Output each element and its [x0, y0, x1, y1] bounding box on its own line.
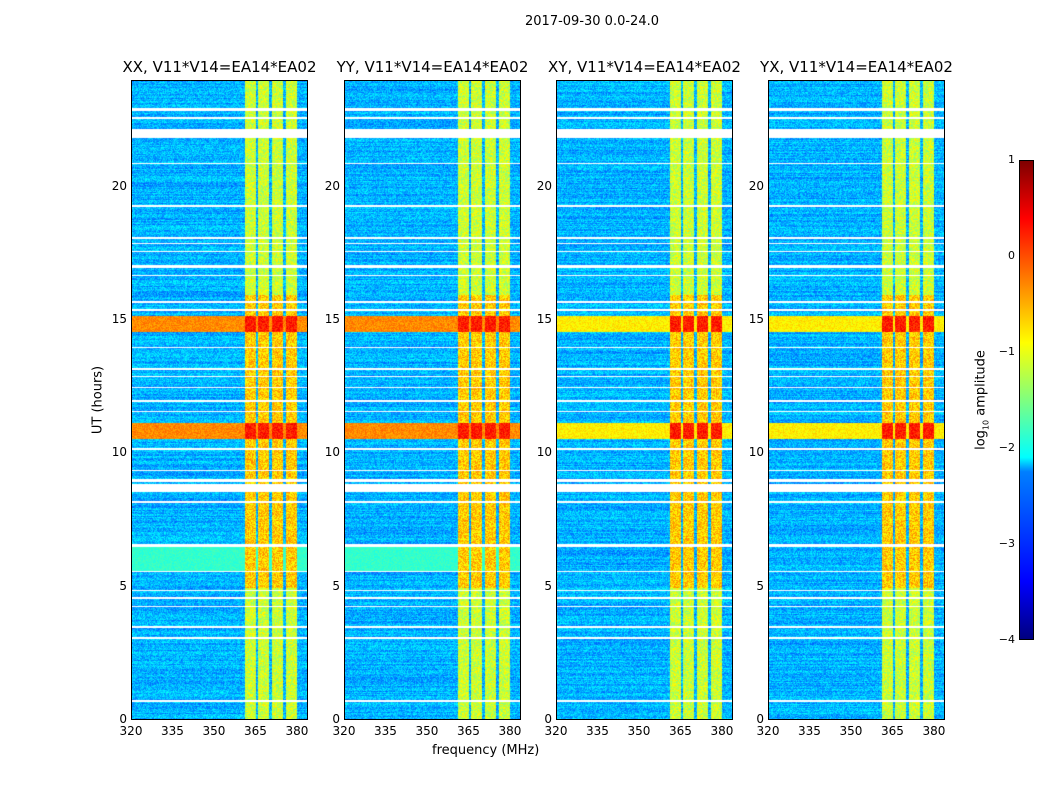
x-tick-label: 335	[798, 724, 821, 738]
y-tick-label: 10	[748, 445, 764, 460]
y-tick-label: 10	[536, 445, 552, 460]
heatmap-cells	[345, 81, 520, 719]
y-tick-label: 20	[748, 178, 764, 193]
colorbar-tick-label: 0	[1008, 249, 1015, 262]
heatmap-panel-yx	[768, 80, 945, 720]
y-tick-label: 20	[324, 178, 340, 193]
x-tick-label: 365	[669, 724, 692, 738]
x-tick-label: 335	[586, 724, 609, 738]
x-tick-label: 320	[756, 724, 780, 738]
y-tick-label: 15	[111, 312, 127, 326]
heatmap-panel-xy	[556, 80, 733, 720]
y-tick-label: 15	[748, 312, 764, 326]
colorbar-label-sub: 10	[981, 419, 991, 431]
panel-title: YX, V11*V14=EA14*EA02	[760, 58, 953, 76]
heatmap-cells	[132, 81, 307, 719]
y-tick-label: 5	[544, 578, 552, 593]
heatmap-panel-yy	[344, 80, 521, 720]
colorbar	[1019, 160, 1034, 640]
colorbar-tick-label: 1	[1008, 153, 1015, 166]
x-tick-label: 350	[627, 724, 651, 738]
y-tick-label: 0	[119, 712, 127, 726]
x-tick-label: 335	[161, 724, 184, 738]
x-tick-label: 320	[119, 724, 143, 738]
x-tick-label: 320	[332, 724, 356, 738]
x-tick-label: 350	[839, 724, 863, 738]
y-tick-label: 5	[332, 578, 340, 593]
panel-title: XY, V11*V14=EA14*EA02	[548, 58, 741, 76]
figure-title: 2017-09-30 0.0-24.0	[525, 14, 659, 29]
x-tick-label: 350	[202, 724, 226, 738]
x-tick-label: 365	[457, 724, 480, 738]
colorbar-label-rest: amplitude	[973, 350, 989, 420]
x-tick-label: 380	[285, 724, 309, 738]
colorbar-tick-label: −2	[998, 441, 1015, 454]
y-tick-label: 20	[111, 178, 127, 193]
y-tick-label: 15	[536, 312, 552, 326]
y-tick-label: 15	[324, 312, 340, 326]
x-axis-label: frequency (MHz)	[432, 743, 540, 758]
x-tick-label: 365	[881, 724, 904, 738]
x-tick-label: 380	[710, 724, 734, 738]
x-tick-label: 380	[498, 724, 522, 738]
x-tick-label: 335	[374, 724, 397, 738]
y-tick-label: 0	[332, 712, 340, 726]
y-tick-label: 10	[111, 445, 127, 460]
colorbar-tick-label: −3	[998, 537, 1015, 550]
x-tick-label: 365	[244, 724, 267, 738]
colorbar-label: log10 amplitude	[974, 350, 991, 450]
panel-title: XX, V11*V14=EA14*EA02	[122, 58, 317, 76]
y-tick-label: 0	[756, 712, 764, 726]
heatmap-cells	[557, 81, 732, 719]
x-tick-label: 380	[922, 724, 946, 738]
y-tick-label: 0	[544, 712, 552, 726]
heatmap-panel-xx	[131, 80, 308, 720]
x-tick-label: 350	[415, 724, 439, 738]
x-tick-label: 320	[544, 724, 568, 738]
panel-title: YY, V11*V14=EA14*EA02	[336, 58, 529, 76]
y-tick-label: 10	[324, 445, 340, 460]
y-tick-label: 20	[536, 178, 552, 193]
y-axis-label: UT (hours)	[90, 365, 106, 435]
heatmap-cells	[769, 81, 944, 719]
colorbar-tick-label: −1	[998, 345, 1015, 358]
y-tick-label: 5	[119, 578, 127, 593]
colorbar-label-main: log	[973, 430, 989, 450]
y-tick-label: 5	[756, 578, 764, 593]
colorbar-tick-label: −4	[998, 633, 1015, 646]
